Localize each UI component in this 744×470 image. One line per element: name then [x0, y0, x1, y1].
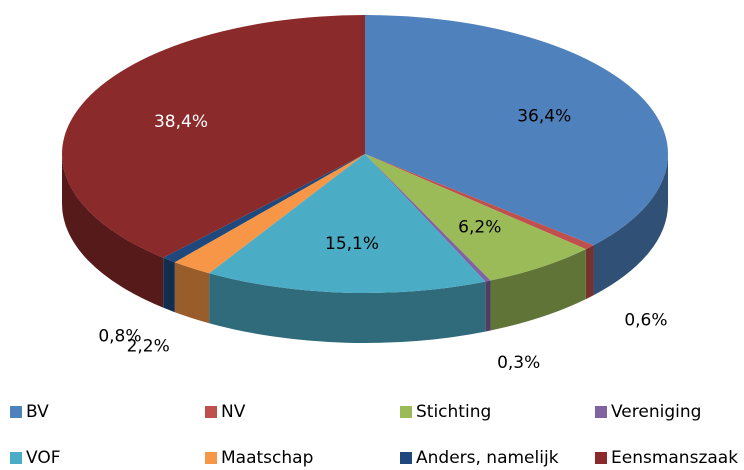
- legend-label: Vereniging: [611, 402, 701, 422]
- legend-label: NV: [221, 402, 246, 422]
- legend-swatch: [595, 406, 607, 418]
- legend-label: BV: [26, 402, 49, 422]
- slice: [365, 15, 668, 246]
- legend-label: Eensmanszaak: [611, 448, 738, 468]
- slice: [365, 154, 586, 281]
- legend-swatch: [10, 406, 22, 418]
- slice-side: [490, 249, 586, 331]
- slice-side: [209, 273, 486, 343]
- slice: [62, 15, 365, 258]
- legend-label: Stichting: [416, 402, 491, 422]
- data-label: 0,6%: [624, 311, 667, 331]
- slice-side: [62, 154, 164, 308]
- slice-side: [163, 257, 175, 313]
- slice: [174, 154, 365, 274]
- slice-side: [174, 262, 210, 324]
- slice: [365, 154, 594, 250]
- slice: [163, 154, 365, 263]
- legend-swatch: [400, 406, 412, 418]
- legend-label: VOF: [26, 448, 61, 468]
- legend-label: Maatschap: [221, 448, 313, 468]
- data-label: 0,3%: [497, 353, 540, 373]
- legend-swatch: [205, 406, 217, 418]
- legend-swatch: [595, 452, 607, 464]
- legend-swatch: [10, 452, 22, 464]
- data-label: 2,2%: [127, 336, 170, 356]
- slice-side: [485, 280, 491, 332]
- slice: [209, 154, 486, 294]
- data-label: 38,4%: [154, 112, 208, 132]
- legend-label: Anders, namelijk: [416, 448, 559, 468]
- data-label: 36,4%: [517, 107, 571, 127]
- legend-swatch: [205, 452, 217, 464]
- slice-side: [585, 245, 594, 300]
- legend-swatch: [400, 452, 412, 464]
- data-label: 15,1%: [325, 234, 379, 254]
- slice: [365, 154, 491, 282]
- data-label: 0,8%: [98, 326, 141, 346]
- slice-side: [593, 154, 668, 296]
- data-label: 6,2%: [458, 217, 501, 237]
